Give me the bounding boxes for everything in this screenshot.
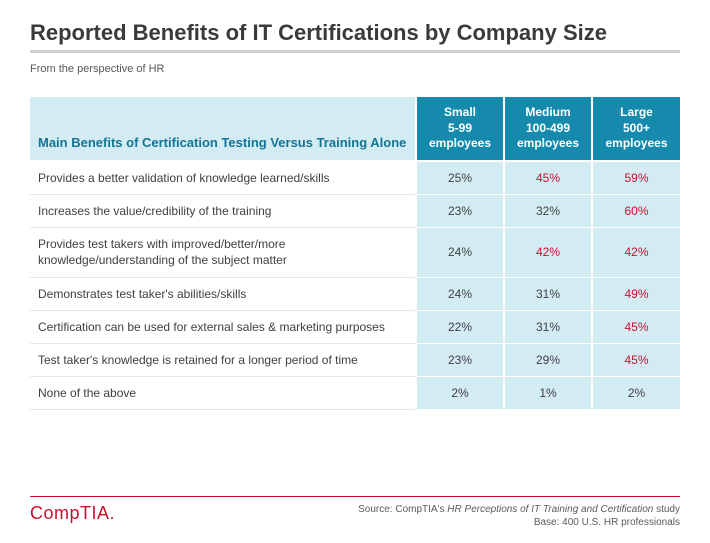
table-header-row: Main Benefits of Certification Testing V…: [30, 97, 680, 161]
row-value: 49%: [592, 277, 680, 310]
row-value: 59%: [592, 161, 680, 195]
row-value: 1%: [504, 377, 592, 410]
col-name: Large: [620, 105, 653, 119]
table-row: None of the above2%1%2%: [30, 377, 680, 410]
row-value: 23%: [416, 343, 504, 376]
table-row: Certification can be used for external s…: [30, 310, 680, 343]
table-row: Provides test takers with improved/bette…: [30, 228, 680, 277]
header-col-medium: Medium 100-499 employees: [504, 97, 592, 161]
footer: CompTIA. Source: CompTIA's HR Perception…: [30, 496, 680, 529]
benefits-table: Main Benefits of Certification Testing V…: [30, 97, 680, 410]
table-row: Provides a better validation of knowledg…: [30, 161, 680, 195]
row-label: Provides a better validation of knowledg…: [30, 161, 416, 195]
table-row: Test taker's knowledge is retained for a…: [30, 343, 680, 376]
col-name: Medium: [525, 105, 570, 119]
row-label: Certification can be used for external s…: [30, 310, 416, 343]
row-value: 24%: [416, 277, 504, 310]
source-base: Base: 400 U.S. HR professionals: [358, 516, 680, 529]
row-value: 42%: [592, 228, 680, 277]
col-unit: employees: [605, 136, 667, 150]
row-value: 25%: [416, 161, 504, 195]
col-name: Small: [444, 105, 476, 119]
row-value: 60%: [592, 194, 680, 227]
row-value: 31%: [504, 310, 592, 343]
title-underline: [30, 50, 680, 53]
row-value: 23%: [416, 194, 504, 227]
header-col-small: Small 5-99 employees: [416, 97, 504, 161]
header-benefits-label: Main Benefits of Certification Testing V…: [30, 97, 416, 161]
row-value: 29%: [504, 343, 592, 376]
col-range: 500+: [623, 121, 650, 135]
row-label: Increases the value/credibility of the t…: [30, 194, 416, 227]
row-value: 45%: [592, 310, 680, 343]
row-label: Demonstrates test taker's abilities/skil…: [30, 277, 416, 310]
row-value: 42%: [504, 228, 592, 277]
page-title: Reported Benefits of IT Certifications b…: [30, 20, 680, 46]
table-body: Provides a better validation of knowledg…: [30, 161, 680, 410]
row-value: 32%: [504, 194, 592, 227]
footer-divider: [30, 496, 680, 497]
table-row: Increases the value/credibility of the t…: [30, 194, 680, 227]
row-value: 24%: [416, 228, 504, 277]
source-suffix: study: [653, 504, 680, 515]
row-label: Test taker's knowledge is retained for a…: [30, 343, 416, 376]
source-study: HR Perceptions of IT Training and Certif…: [447, 504, 653, 515]
row-value: 22%: [416, 310, 504, 343]
comptia-logo: CompTIA.: [30, 503, 115, 524]
row-value: 2%: [416, 377, 504, 410]
row-label: None of the above: [30, 377, 416, 410]
table-row: Demonstrates test taker's abilities/skil…: [30, 277, 680, 310]
row-label: Provides test takers with improved/bette…: [30, 228, 416, 277]
source-text: Source: CompTIA's HR Perceptions of IT T…: [358, 503, 680, 529]
row-value: 45%: [592, 343, 680, 376]
source-prefix: Source: CompTIA's: [358, 504, 447, 515]
header-col-large: Large 500+ employees: [592, 97, 680, 161]
page-subtitle: From the perspective of HR: [30, 63, 680, 75]
col-unit: employees: [517, 136, 579, 150]
row-value: 2%: [592, 377, 680, 410]
row-value: 31%: [504, 277, 592, 310]
col-range: 5-99: [448, 121, 472, 135]
col-range: 100-499: [526, 121, 570, 135]
col-unit: employees: [429, 136, 491, 150]
row-value: 45%: [504, 161, 592, 195]
